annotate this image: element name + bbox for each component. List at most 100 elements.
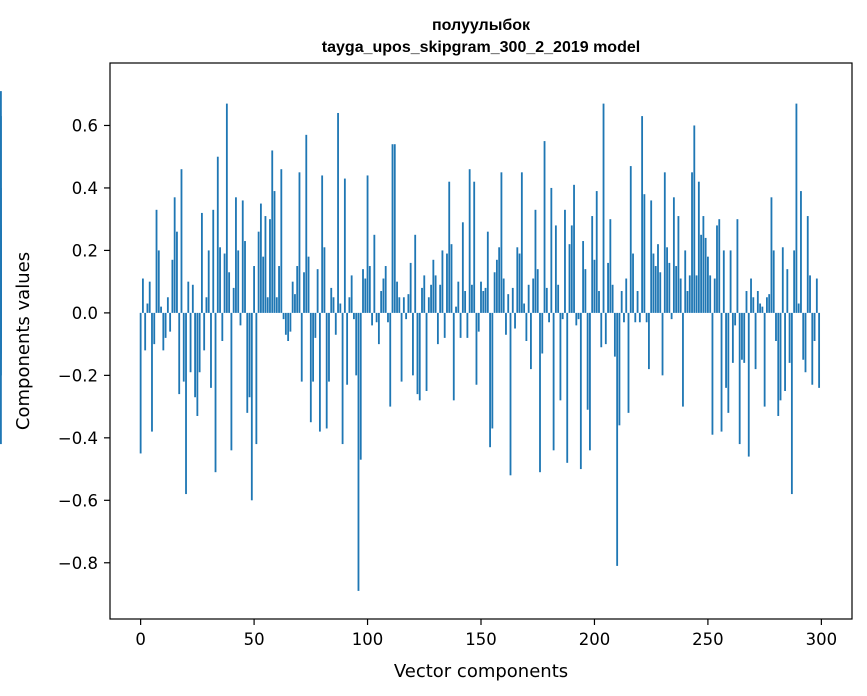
bar-283 (781, 247, 784, 313)
bar-55 (264, 216, 267, 313)
bar-157 (495, 259, 498, 313)
bar-90 (343, 178, 346, 313)
bar-6 (153, 312, 156, 345)
bar-153 (486, 231, 489, 313)
bar-82 (325, 312, 328, 429)
bar-33 (214, 312, 217, 473)
bar-109 (387, 312, 389, 323)
bar-65 (287, 312, 290, 341)
bar-36 (221, 312, 224, 341)
bar-167 (518, 253, 521, 313)
bar-156 (493, 272, 496, 313)
bar-227 (654, 266, 657, 313)
bar-17 (178, 312, 181, 395)
bar-118 (407, 294, 410, 313)
bar-124 (421, 287, 423, 313)
bar-188 (566, 312, 569, 463)
bar-141 (459, 312, 462, 338)
bar-277 (768, 294, 771, 313)
bar-150 (480, 281, 482, 313)
bar-166 (516, 247, 519, 313)
bar-100 (366, 175, 369, 313)
bar-62 (280, 169, 283, 313)
bar-63 (282, 312, 285, 320)
bar-88 (339, 303, 342, 313)
bar-289 (795, 103, 798, 313)
bar-139 (455, 306, 457, 313)
bar-242 (688, 275, 691, 313)
bar-undefined (0, 91, 2, 313)
bar-69 (296, 266, 299, 313)
bar-238 (679, 278, 682, 313)
bar-293 (804, 312, 807, 373)
bar-209 (613, 312, 616, 357)
bar-115 (400, 312, 403, 382)
bar-175 (536, 269, 539, 313)
bar-44 (239, 312, 242, 326)
bar-215 (627, 312, 630, 413)
bar-83 (328, 312, 330, 382)
bar-140 (457, 281, 460, 313)
bar-286 (788, 312, 791, 363)
bar-282 (779, 312, 782, 401)
bar-249 (704, 237, 707, 313)
bar-61 (278, 266, 280, 313)
bar-70 (298, 172, 301, 313)
bar-114 (398, 297, 401, 313)
bar-50 (253, 266, 255, 313)
bar-149 (477, 312, 480, 332)
bar-14 (171, 259, 174, 313)
bar-221 (641, 116, 644, 313)
bar-241 (686, 291, 689, 313)
bar-7 (155, 209, 158, 313)
bar-5 (151, 312, 153, 432)
bar-46 (244, 241, 246, 313)
x-tick-label: 300 (806, 630, 838, 649)
y-tick-label: 0.0 (72, 304, 98, 323)
bar-180 (548, 312, 550, 323)
bar-28 (203, 312, 206, 351)
bar-248 (702, 216, 705, 313)
bar-110 (389, 312, 392, 407)
bar-119 (409, 262, 412, 313)
bar-263 (736, 219, 739, 313)
bar-31 (210, 312, 212, 388)
bar-49 (250, 312, 253, 501)
chart-subtitle: tayga_upos_skipgram_300_2_2019 model (322, 39, 640, 56)
bar-98 (362, 269, 364, 313)
bar-281 (777, 312, 780, 416)
x-tick-label: 0 (135, 630, 146, 649)
bar-113 (396, 281, 398, 313)
bar-101 (368, 266, 371, 313)
x-axis-label: Vector components (394, 661, 568, 682)
bar-229 (659, 272, 662, 313)
bar-284 (784, 312, 786, 391)
bar-95 (355, 312, 358, 376)
bar-24 (194, 312, 196, 398)
bar-121 (414, 234, 417, 313)
bar-107 (382, 278, 385, 313)
bar-51 (255, 312, 258, 445)
bar-226 (652, 253, 655, 313)
bar-32 (212, 209, 215, 313)
bar-16 (176, 231, 178, 313)
bar-174 (534, 209, 537, 313)
bar-10 (162, 312, 165, 351)
bar-287 (790, 312, 793, 495)
bar-185 (559, 312, 562, 401)
bar-38 (225, 103, 228, 313)
x-tick-label: 100 (352, 630, 384, 649)
bar-279 (772, 250, 775, 313)
bar-169 (523, 303, 526, 313)
bar-133 (441, 250, 444, 313)
bar-73 (305, 134, 308, 313)
bar-159 (500, 172, 503, 313)
bar-266 (743, 312, 746, 363)
bar-276 (766, 297, 768, 313)
bar-136 (448, 181, 451, 313)
bar-29 (205, 297, 208, 313)
bar-299 (818, 312, 821, 388)
bar-112 (393, 144, 396, 313)
bar-198 (589, 312, 591, 451)
bar-189 (568, 244, 571, 313)
